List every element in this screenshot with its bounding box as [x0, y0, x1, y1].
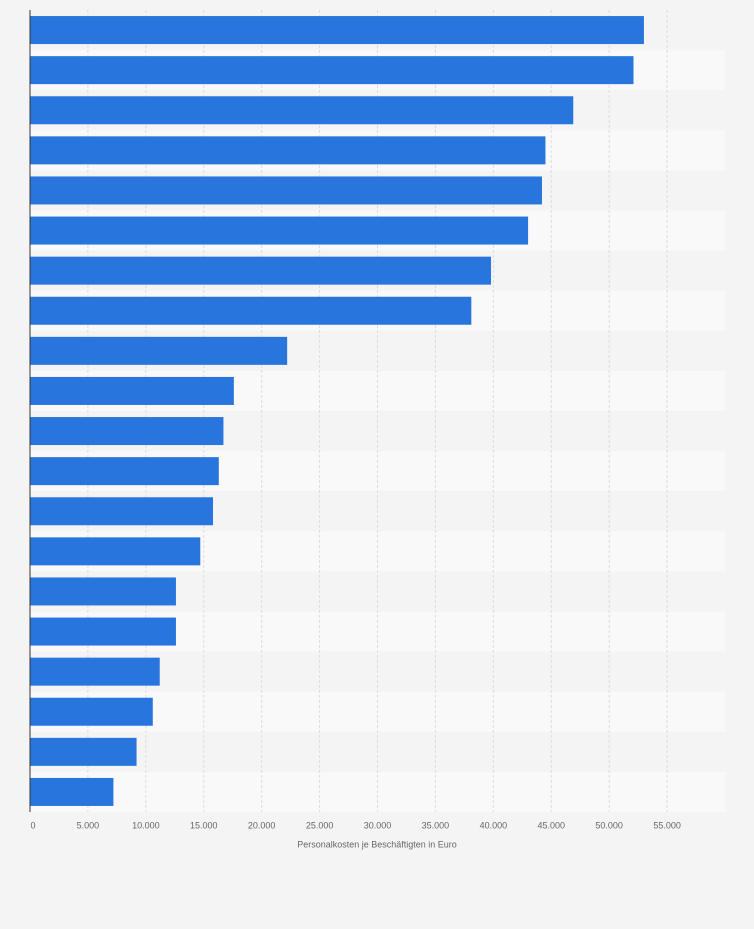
x-tick-label: 50.000 [595, 820, 623, 830]
bar [30, 537, 201, 566]
bar [30, 457, 219, 486]
x-tick-label: 55.000 [653, 820, 681, 830]
bar [30, 136, 546, 165]
x-tick-label: 25.000 [306, 820, 334, 830]
x-tick-label: 0 [30, 820, 35, 830]
bar [30, 376, 234, 405]
bar [30, 16, 644, 45]
x-tick-label: 45.000 [537, 820, 565, 830]
bar [30, 56, 634, 85]
bar [30, 96, 574, 125]
bar [30, 777, 114, 806]
x-tick-label: 5.000 [77, 820, 100, 830]
bar [30, 176, 542, 205]
x-tick-label: 20.000 [248, 820, 276, 830]
bar [30, 417, 224, 446]
x-tick-label: 40.000 [480, 820, 508, 830]
x-axis-label: Personalkosten je Beschäftigten in Euro [297, 839, 457, 849]
bar [30, 577, 176, 606]
x-tick-label: 15.000 [190, 820, 218, 830]
bar [30, 336, 288, 365]
bar [30, 497, 214, 526]
bar [30, 256, 492, 285]
bar [30, 737, 137, 766]
bar [30, 617, 176, 646]
bar [30, 296, 472, 325]
x-tick-label: 35.000 [422, 820, 450, 830]
x-tick-label: 10.000 [132, 820, 160, 830]
x-tick-label: 30.000 [364, 820, 392, 830]
bar [30, 216, 529, 245]
bar [30, 657, 160, 686]
bar [30, 697, 153, 726]
